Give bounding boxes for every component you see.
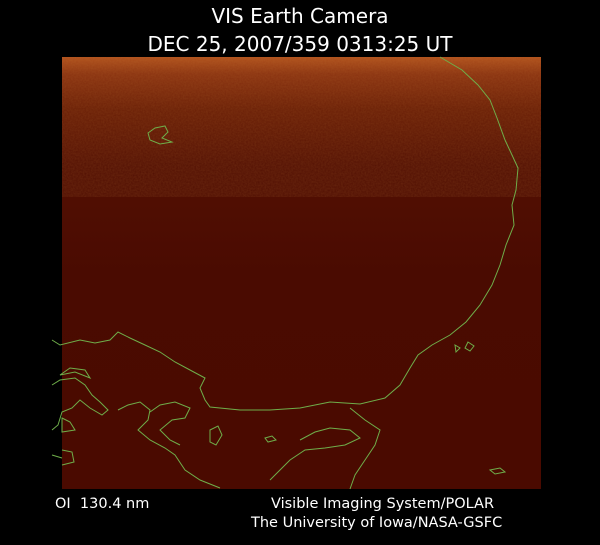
image-noise (62, 57, 541, 197)
instrument-label: Visible Imaging System/POLAR (271, 496, 494, 512)
wavelength-label: OI 130.4 nm (55, 496, 149, 512)
image-title: VIS Earth Camera (211, 4, 388, 28)
coastlines (51, 56, 519, 490)
institution-label: The University of Iowa/NASA-GSFC (250, 515, 502, 531)
image-timestamp: DEC 25, 2007/359 0313:25 UT (148, 32, 454, 56)
